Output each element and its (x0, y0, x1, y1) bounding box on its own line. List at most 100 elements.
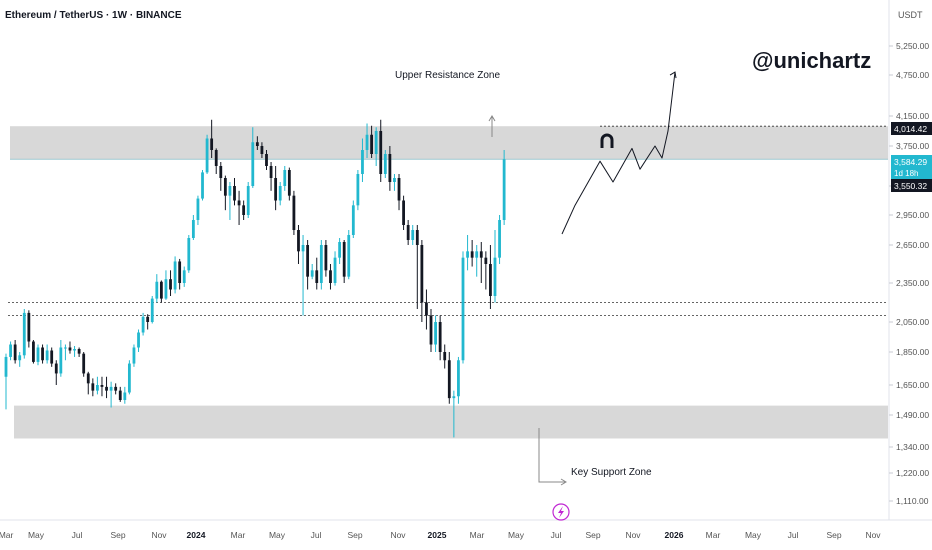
candle (429, 309, 433, 352)
price-badge-countdown: 1d 18h (894, 169, 918, 178)
candle-body (36, 347, 40, 362)
x-tick-label: 2024 (187, 530, 206, 540)
candle (100, 376, 104, 397)
candle (347, 230, 351, 280)
candle-body (434, 322, 437, 345)
candle (466, 235, 469, 271)
candle (374, 127, 378, 166)
x-tick-label: Sep (826, 530, 841, 540)
candle (9, 341, 12, 361)
magnet-icon[interactable] (600, 133, 614, 148)
candle (361, 138, 364, 182)
candle-body (127, 363, 131, 393)
candle-body (466, 251, 469, 258)
candle (169, 270, 172, 296)
candle (342, 240, 346, 283)
candle (59, 340, 63, 377)
candle-body (223, 178, 227, 196)
upper-resistance-zone (10, 126, 888, 160)
candle-body (255, 142, 259, 146)
candle-body (82, 353, 86, 374)
y-tick-label: 1,650.00 (896, 380, 929, 390)
candle-body (187, 238, 191, 271)
candle-body (196, 198, 200, 220)
candle (269, 162, 273, 191)
candle-body (420, 245, 424, 303)
candle (82, 352, 86, 377)
drawings-layer (561, 71, 677, 235)
candle-body (356, 174, 360, 206)
y-tick-label: 2,050.00 (896, 317, 929, 327)
zones-layer (10, 126, 888, 439)
x-tick-label: Nov (625, 530, 641, 540)
candle-body (59, 347, 63, 374)
symbol-title: Ethereum / TetherUS · 1W · BINANCE (5, 10, 182, 21)
candle (338, 238, 342, 264)
price-axis[interactable]: 5,250.004,750.004,150.003,750.003,250.00… (889, 41, 929, 506)
candle-body (315, 270, 319, 283)
x-tick-label: May (28, 530, 45, 540)
candle-body (260, 146, 264, 154)
upper-zone-label: Upper Resistance Zone (395, 70, 500, 81)
candle (388, 146, 392, 191)
candle (210, 119, 214, 158)
candle-body (64, 347, 67, 349)
candle-body (324, 245, 328, 271)
candle-body (159, 281, 163, 299)
candle-body (388, 154, 392, 182)
candle-body (18, 355, 22, 361)
candle (475, 245, 479, 277)
candle-body (402, 200, 405, 225)
candle-body (393, 178, 396, 182)
candle-body (214, 150, 218, 166)
candle-body (274, 178, 278, 201)
projection-arrowhead (669, 71, 677, 79)
candle (45, 344, 49, 364)
candle-body (246, 186, 250, 215)
candle-body (493, 257, 497, 296)
lightning-icon[interactable] (552, 503, 570, 521)
candle (155, 274, 159, 303)
candle (187, 235, 191, 273)
candle-body (146, 316, 150, 322)
candle (406, 220, 410, 245)
candle (283, 166, 287, 191)
candle-body (374, 131, 378, 154)
candle (22, 309, 26, 359)
candle (434, 315, 437, 352)
candle (54, 360, 58, 385)
candle (27, 310, 31, 348)
candle-body (150, 298, 154, 322)
candle (77, 347, 81, 357)
x-tick-label: Jul (551, 530, 562, 540)
y-tick-label: 5,250.00 (896, 41, 929, 51)
candle (146, 314, 150, 330)
levels-layer (8, 125, 888, 316)
candle (233, 178, 236, 206)
price-badges: 4,014.42 3,584.29 1d 18h 3,550.32 (891, 122, 932, 192)
candle (123, 386, 127, 404)
y-tick-label: 2,950.00 (896, 210, 929, 220)
candle-body (425, 302, 428, 316)
candle-body (438, 322, 442, 352)
x-tick-label: Jul (72, 530, 83, 540)
upper-zone-arrow (488, 115, 496, 137)
candle-body (191, 220, 195, 238)
y-tick-label: 1,490.00 (896, 410, 929, 420)
candle (297, 225, 300, 264)
candle (393, 174, 396, 191)
x-tick-label: Sep (347, 530, 362, 540)
candles-layer (4, 119, 506, 438)
candle-body (54, 363, 58, 374)
candle (64, 344, 67, 361)
candle (32, 340, 35, 364)
candle (479, 242, 483, 283)
time-axis[interactable]: Mar May Jul Sep Nov 2024 Mar May Jul Sep Nov 2025 Ma… (0, 530, 881, 540)
candle (118, 386, 122, 402)
candle-body (228, 186, 232, 196)
candle (114, 383, 118, 395)
candle-body (118, 390, 122, 400)
